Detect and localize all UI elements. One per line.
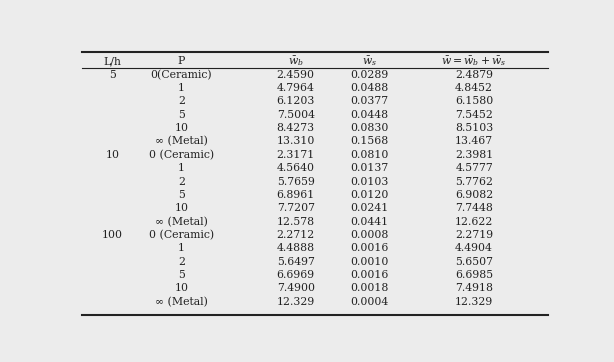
Text: 0.0010: 0.0010	[350, 257, 389, 267]
Text: 0(Ceramic): 0(Ceramic)	[150, 70, 212, 80]
Text: 5.6497: 5.6497	[277, 257, 314, 267]
Text: 4.5640: 4.5640	[277, 163, 314, 173]
Text: 0.0016: 0.0016	[350, 270, 389, 280]
Text: 0.1568: 0.1568	[350, 136, 389, 147]
Text: 6.1203: 6.1203	[276, 96, 315, 106]
Text: 0.0448: 0.0448	[351, 110, 389, 120]
Text: 0.0103: 0.0103	[350, 177, 389, 186]
Text: 0 (Ceramic): 0 (Ceramic)	[149, 150, 214, 160]
Text: 0.0008: 0.0008	[350, 230, 389, 240]
Text: P: P	[177, 56, 185, 66]
Text: 2.4879: 2.4879	[455, 70, 493, 80]
Text: 0.0377: 0.0377	[351, 96, 389, 106]
Text: 4.5777: 4.5777	[455, 163, 493, 173]
Text: 1: 1	[178, 243, 185, 253]
Text: ∞ (Metal): ∞ (Metal)	[155, 296, 208, 307]
Text: 0.0137: 0.0137	[350, 163, 389, 173]
Text: 5: 5	[178, 190, 185, 200]
Text: 2: 2	[178, 96, 185, 106]
Text: 0.0018: 0.0018	[350, 283, 389, 294]
Text: 13.467: 13.467	[455, 136, 493, 147]
Text: 0.0241: 0.0241	[350, 203, 389, 213]
Text: 0.0830: 0.0830	[350, 123, 389, 133]
Text: 0.0488: 0.0488	[350, 83, 389, 93]
Text: 12.622: 12.622	[455, 216, 493, 227]
Text: 1: 1	[178, 83, 185, 93]
Text: $\bar{w} = \bar{w}_b + \bar{w}_s$: $\bar{w} = \bar{w}_b + \bar{w}_s$	[441, 54, 507, 68]
Text: 5: 5	[109, 70, 116, 80]
Text: $\bar{w}_b$: $\bar{w}_b$	[288, 54, 303, 68]
Text: 10: 10	[174, 283, 188, 294]
Text: 6.9082: 6.9082	[455, 190, 493, 200]
Text: 5.6507: 5.6507	[455, 257, 493, 267]
Text: 2.3981: 2.3981	[455, 150, 493, 160]
Text: 6.1580: 6.1580	[455, 96, 493, 106]
Text: 0.0289: 0.0289	[350, 70, 389, 80]
Text: 7.4900: 7.4900	[277, 283, 314, 294]
Text: 5.7762: 5.7762	[455, 177, 493, 186]
Text: 10: 10	[174, 203, 188, 213]
Text: 13.310: 13.310	[276, 136, 315, 147]
Text: 4.8452: 4.8452	[455, 83, 493, 93]
Text: 5.7659: 5.7659	[277, 177, 314, 186]
Text: 0.0016: 0.0016	[350, 243, 389, 253]
Text: 7.5004: 7.5004	[277, 110, 314, 120]
Text: 6.6985: 6.6985	[455, 270, 493, 280]
Text: 6.8961: 6.8961	[276, 190, 315, 200]
Text: 7.7207: 7.7207	[277, 203, 314, 213]
Text: 0 (Ceramic): 0 (Ceramic)	[149, 230, 214, 240]
Text: 5: 5	[178, 270, 185, 280]
Text: 4.7964: 4.7964	[277, 83, 314, 93]
Text: ∞ (Metal): ∞ (Metal)	[155, 136, 208, 147]
Text: $\bar{w}_s$: $\bar{w}_s$	[362, 54, 377, 68]
Text: 4.4888: 4.4888	[276, 243, 315, 253]
Text: 0.0120: 0.0120	[350, 190, 389, 200]
Text: 2.3171: 2.3171	[276, 150, 315, 160]
Text: 10: 10	[106, 150, 120, 160]
Text: 0.0810: 0.0810	[350, 150, 389, 160]
Text: 5: 5	[178, 110, 185, 120]
Text: 2.2719: 2.2719	[455, 230, 493, 240]
Text: 0.0441: 0.0441	[351, 216, 389, 227]
Text: 1: 1	[178, 163, 185, 173]
Text: 6.6969: 6.6969	[276, 270, 315, 280]
Text: 2: 2	[178, 177, 185, 186]
Text: 2: 2	[178, 257, 185, 267]
Text: 7.4918: 7.4918	[455, 283, 493, 294]
Text: 10: 10	[174, 123, 188, 133]
Text: 12.329: 12.329	[455, 297, 493, 307]
Text: 8.5103: 8.5103	[455, 123, 493, 133]
Text: 7.7448: 7.7448	[455, 203, 493, 213]
Text: 12.329: 12.329	[276, 297, 315, 307]
Text: 100: 100	[102, 230, 123, 240]
Text: 2.2712: 2.2712	[276, 230, 315, 240]
Text: ∞ (Metal): ∞ (Metal)	[155, 216, 208, 227]
Text: 12.578: 12.578	[276, 216, 315, 227]
Text: 0.0004: 0.0004	[350, 297, 389, 307]
Text: 2.4590: 2.4590	[277, 70, 314, 80]
Text: L/h: L/h	[104, 56, 122, 66]
Text: 4.4904: 4.4904	[455, 243, 493, 253]
Text: 8.4273: 8.4273	[276, 123, 315, 133]
Text: 7.5452: 7.5452	[455, 110, 493, 120]
